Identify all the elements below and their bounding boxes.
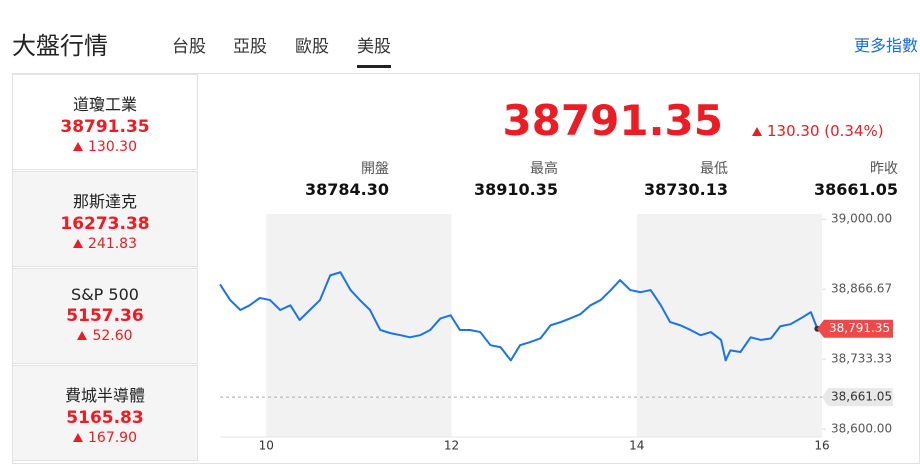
tab[interactable]: 台股 [172, 37, 206, 57]
more-link[interactable]: 更多指數 [853, 36, 918, 55]
index-change: 241.83 [13, 236, 197, 252]
change-value: 130.30 [88, 139, 137, 155]
shade-band [266, 214, 452, 437]
current-tag [817, 319, 893, 338]
index-name: S&P 500 [71, 285, 139, 304]
index-change: 130.30 [13, 139, 197, 155]
stat-label: 昨收 [870, 161, 898, 177]
change-value: 241.83 [88, 236, 137, 252]
change-value: 52.60 [92, 328, 133, 344]
stat-label: 最低 [700, 161, 728, 177]
stat-value: 38784.30 [304, 180, 389, 199]
index-item[interactable]: 費城半導體 5165.83 167.90 [12, 365, 198, 461]
index-item[interactable]: 道瓊工業 38791.35 130.30 [12, 74, 198, 170]
prev-close-label: 38,661.05 [831, 390, 892, 404]
x-tick-label: 14 [629, 439, 644, 453]
index-name: 那斯達克 [72, 192, 137, 211]
shade-band [636, 214, 822, 437]
index-name: 道瓊工業 [72, 95, 137, 114]
y-tick-label: 38,866.67 [831, 282, 892, 296]
index-change: 52.60 [13, 328, 197, 344]
change: 130.30 (0.34%) [752, 122, 884, 140]
tab[interactable]: 美股 [357, 32, 391, 68]
stat-label: 開盤 [361, 161, 389, 177]
stat-value: 38730.13 [643, 180, 728, 199]
index-change: 167.90 [13, 430, 197, 446]
tab[interactable]: 亞股 [233, 37, 267, 57]
title: 大盤行情 [12, 32, 108, 60]
price-line [219, 271, 819, 362]
index-name: 費城半導體 [64, 386, 145, 405]
y-tick-label: 39,000.00 [831, 212, 892, 226]
x-tick-label: 12 [444, 439, 459, 453]
up-arrow [73, 433, 83, 442]
x-tick-label: 16 [814, 439, 829, 453]
stat-value: 38661.05 [813, 180, 898, 199]
x-tick-label: 10 [259, 439, 274, 453]
stat: 最高 38910.35 [438, 158, 558, 199]
index-item[interactable]: S&P 500 5157.36 52.60 [12, 268, 198, 364]
index-value: 5157.36 [66, 306, 144, 326]
up-arrow [73, 142, 83, 151]
index-value: 16273.38 [60, 214, 150, 234]
tab[interactable]: 歐股 [295, 37, 329, 57]
index-item[interactable]: 那斯達克 16273.38 241.83 [12, 171, 198, 267]
y-tick-label: 38,733.33 [831, 352, 892, 366]
current-label: 38,791.35 [829, 321, 890, 335]
up-arrow [77, 331, 88, 340]
price: 38791.35 [502, 96, 723, 145]
index-value: 5165.83 [66, 408, 144, 428]
stat: 昨收 38661.05 [778, 158, 898, 199]
stat-value: 38910.35 [473, 180, 558, 199]
stat-label: 最高 [530, 161, 558, 177]
y-tick-label: 38,600.00 [831, 422, 892, 436]
change-text: 130.30 (0.34%) [767, 122, 884, 140]
stat: 開盤 38784.30 [269, 158, 389, 199]
up-arrow [73, 239, 83, 248]
prev-close-tag [822, 388, 893, 407]
index-value: 38791.35 [60, 117, 150, 137]
change-value: 167.90 [88, 430, 137, 446]
stat: 最低 38730.13 [608, 158, 728, 199]
